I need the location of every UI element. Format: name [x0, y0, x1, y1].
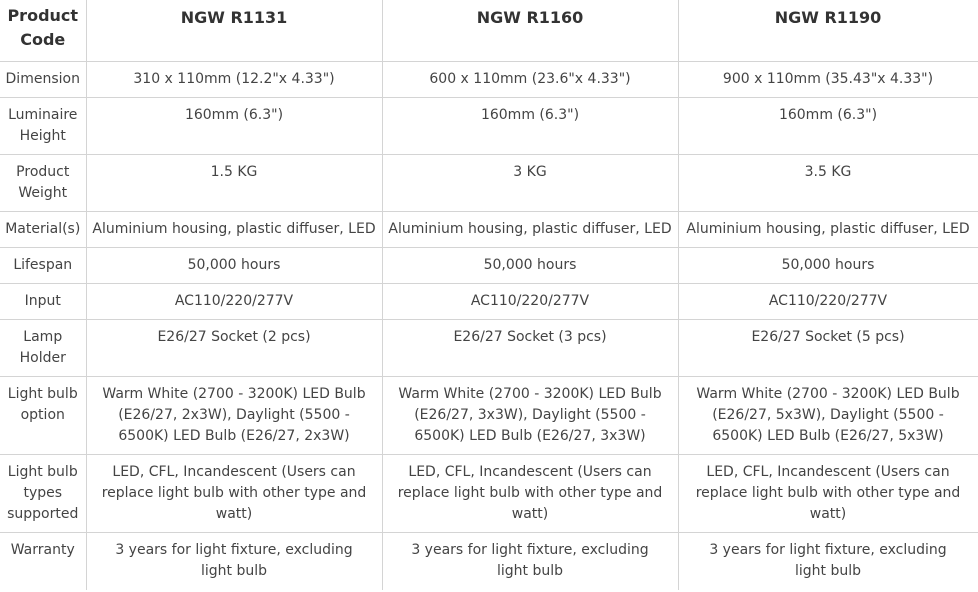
header-product-code: Product Code: [0, 0, 87, 62]
table-row: Material(s) Aluminium housing, plastic di…: [0, 210, 978, 248]
table-cell: 3 years for light fixture, excluding lig…: [677, 531, 978, 590]
table-cell: AC110/220/277V: [85, 282, 383, 320]
table-row: Warranty 3 years for light fixture, exclu…: [0, 531, 978, 590]
table-cell: 3 years for light fixture, excluding lig…: [85, 531, 383, 590]
row-label: Lifespan: [0, 246, 87, 284]
row-label: Light bulb types supported: [0, 453, 87, 533]
table-cell: LED, CFL, Incandescent (Users can replac…: [677, 453, 978, 533]
header-model: NGW R1160: [381, 0, 679, 62]
header-model: NGW R1131: [85, 0, 383, 62]
table-row: Lamp Holder E26/27 Socket (2 pcs) E26/27 S…: [0, 318, 978, 377]
table-cell: E26/27 Socket (3 pcs): [381, 318, 679, 377]
table-row: Input AC110/220/277V AC110/220/277V AC110/2…: [0, 282, 978, 320]
table-cell: 160mm (6.3"): [381, 96, 679, 155]
table-row: Lifespan 50,000 hours 50,000 hours 50,000 h…: [0, 246, 978, 284]
table-cell: 50,000 hours: [677, 246, 978, 284]
table-cell: Aluminium housing, plastic diffuser, LED: [677, 210, 978, 248]
table-cell: Aluminium housing, plastic diffuser, LED: [381, 210, 679, 248]
table-cell: E26/27 Socket (2 pcs): [85, 318, 383, 377]
table-cell: 310 x 110mm (12.2"x 4.33"): [85, 60, 383, 98]
row-label: Lamp Holder: [0, 318, 87, 377]
table-cell: LED, CFL, Incandescent (Users can replac…: [381, 453, 679, 533]
table-cell: Warm White (2700 - 3200K) LED Bulb (E26/…: [85, 375, 383, 455]
table-row: Product Weight 1.5 KG 3 KG 3.5 KG: [0, 153, 978, 212]
table-cell: 3.5 KG: [677, 153, 978, 212]
row-label: Luminaire Height: [0, 96, 87, 155]
table-row: Dimension 310 x 110mm (12.2"x 4.33") 600 x…: [0, 60, 978, 98]
table-cell: Warm White (2700 - 3200K) LED Bulb (E26/…: [677, 375, 978, 455]
table-cell: AC110/220/277V: [677, 282, 978, 320]
table-cell: 50,000 hours: [381, 246, 679, 284]
table-row: Luminaire Height 160mm (6.3") 160mm (6.3")…: [0, 96, 978, 155]
table-cell: E26/27 Socket (5 pcs): [677, 318, 978, 377]
table-cell: 50,000 hours: [85, 246, 383, 284]
table-cell: Warm White (2700 - 3200K) LED Bulb (E26/…: [381, 375, 679, 455]
table-cell: 160mm (6.3"): [85, 96, 383, 155]
table-row: Light bulb option Warm White (2700 - 3200…: [0, 375, 978, 455]
row-label: Dimension: [0, 60, 87, 98]
table-cell: 3 KG: [381, 153, 679, 212]
row-label: Light bulb option: [0, 375, 87, 455]
table-cell: Aluminium housing, plastic diffuser, LED: [85, 210, 383, 248]
table-cell: 900 x 110mm (35.43"x 4.33"): [677, 60, 978, 98]
row-label: Product Weight: [0, 153, 87, 212]
table-cell: 600 x 110mm (23.6"x 4.33"): [381, 60, 679, 98]
table-cell: 160mm (6.3"): [677, 96, 978, 155]
table-row: Light bulb types supported LED, CFL, Inca…: [0, 453, 978, 533]
header-model: NGW R1190: [677, 0, 978, 62]
table-cell: 3 years for light fixture, excluding lig…: [381, 531, 679, 590]
table-cell: AC110/220/277V: [381, 282, 679, 320]
table-cell: LED, CFL, Incandescent (Users can replac…: [85, 453, 383, 533]
row-label: Material(s): [0, 210, 87, 248]
row-label: Warranty: [0, 531, 87, 590]
header-row: Product Code NGW R1131 NGW R1160 NGW R11…: [0, 0, 978, 62]
table-cell: 1.5 KG: [85, 153, 383, 212]
row-label: Input: [0, 282, 87, 320]
